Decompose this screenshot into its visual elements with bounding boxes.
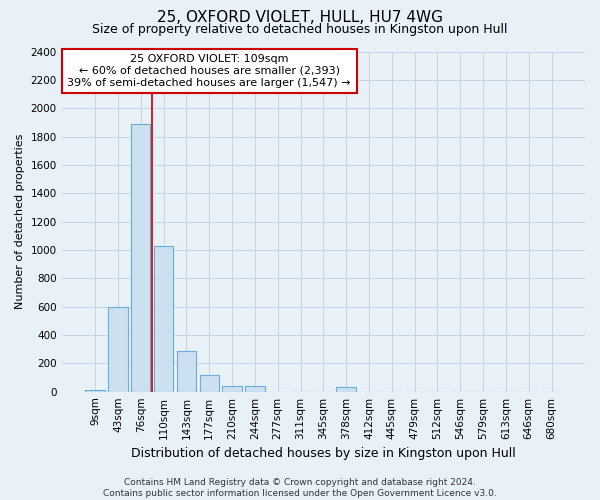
Text: 25 OXFORD VIOLET: 109sqm
← 60% of detached houses are smaller (2,393)
39% of sem: 25 OXFORD VIOLET: 109sqm ← 60% of detach… bbox=[67, 54, 351, 88]
Text: 25, OXFORD VIOLET, HULL, HU7 4WG: 25, OXFORD VIOLET, HULL, HU7 4WG bbox=[157, 10, 443, 25]
Bar bbox=[108, 306, 128, 392]
Bar bbox=[245, 386, 265, 392]
X-axis label: Distribution of detached houses by size in Kingston upon Hull: Distribution of detached houses by size … bbox=[131, 447, 516, 460]
Bar bbox=[223, 386, 242, 392]
Bar bbox=[177, 352, 196, 392]
Bar bbox=[337, 388, 356, 392]
Y-axis label: Number of detached properties: Number of detached properties bbox=[15, 134, 25, 310]
Bar bbox=[131, 124, 151, 392]
Bar bbox=[154, 246, 173, 392]
Text: Size of property relative to detached houses in Kingston upon Hull: Size of property relative to detached ho… bbox=[92, 22, 508, 36]
Bar bbox=[85, 390, 105, 392]
Bar bbox=[200, 376, 219, 392]
Text: Contains HM Land Registry data © Crown copyright and database right 2024.
Contai: Contains HM Land Registry data © Crown c… bbox=[103, 478, 497, 498]
